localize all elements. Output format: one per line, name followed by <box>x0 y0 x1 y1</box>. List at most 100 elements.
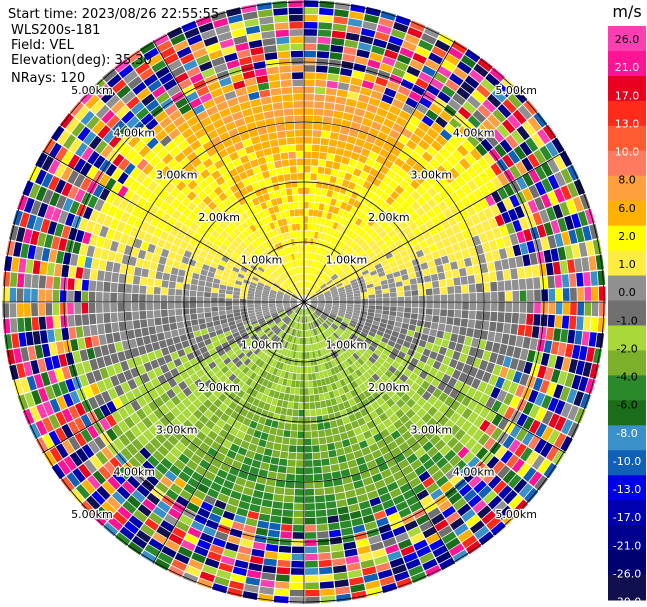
gate-cell <box>362 224 371 233</box>
gate-cell <box>538 263 547 277</box>
gate-cell <box>482 99 497 113</box>
gate-cell <box>373 114 385 125</box>
gate-cell <box>425 288 433 296</box>
gate-cell <box>315 288 321 294</box>
gate-cell <box>350 278 357 284</box>
gate-cell <box>356 260 364 267</box>
gate-cell <box>436 165 448 177</box>
gate-cell <box>397 296 405 302</box>
gate-cell <box>311 158 319 166</box>
gate-cell <box>446 278 454 287</box>
gate-cell <box>382 234 391 243</box>
gate-cell <box>379 165 390 175</box>
gate-cell <box>317 254 322 262</box>
gate-cell <box>496 83 512 98</box>
gate-cell <box>328 284 336 289</box>
gate-cell <box>502 98 517 114</box>
gate-cell <box>309 294 316 299</box>
gate-cell <box>323 109 334 117</box>
gate-cell <box>317 305 325 308</box>
gate-cell <box>309 292 315 298</box>
gate-cell <box>381 259 389 267</box>
gate-cell <box>310 296 317 300</box>
gate-cell <box>505 246 515 258</box>
gate-cell <box>491 302 498 312</box>
gate-cell <box>397 244 406 253</box>
gate-cell <box>450 261 459 270</box>
gate-cell <box>401 162 412 173</box>
gate-cell <box>361 295 368 299</box>
gate-cell <box>333 110 344 119</box>
gate-cell <box>375 226 384 235</box>
gate-cell <box>371 121 382 131</box>
gate-cell <box>304 259 306 266</box>
gate-cell <box>404 33 420 45</box>
gate-cell <box>353 200 361 209</box>
gate-cell <box>433 71 448 84</box>
gate-cell <box>404 290 412 297</box>
gate-cell <box>394 60 409 72</box>
gate-cell <box>344 39 359 49</box>
gate-cell <box>458 126 471 139</box>
gate-cell <box>395 215 404 225</box>
gate-cell <box>362 206 371 215</box>
gate-cell <box>374 187 384 197</box>
gate-cell <box>547 235 557 249</box>
gate-cell <box>327 146 337 154</box>
gate-cell <box>421 151 433 163</box>
gate-cell <box>313 277 318 284</box>
gate-cell <box>560 329 569 343</box>
gate-cell <box>438 33 454 46</box>
gate-cell <box>473 188 484 201</box>
gate-cell <box>545 262 554 276</box>
gate-cell <box>345 204 353 212</box>
gate-cell <box>475 311 483 320</box>
gate-cell <box>345 142 355 152</box>
gate-cell <box>332 294 339 298</box>
gate-cell <box>490 291 498 302</box>
gate-cell <box>381 201 390 211</box>
gate-cell <box>313 253 317 261</box>
gate-cell <box>404 121 417 133</box>
gate-cell <box>532 211 543 226</box>
gate-cell <box>310 166 318 174</box>
gate-cell <box>354 108 366 117</box>
gate-cell <box>354 257 362 264</box>
gate-cell <box>389 220 399 230</box>
gate-cell <box>319 272 325 279</box>
gate-cell <box>388 105 401 116</box>
gate-cell <box>318 263 324 270</box>
gate-cell <box>367 59 381 69</box>
gate-cell <box>408 90 422 102</box>
gate-cell <box>315 79 327 88</box>
gate-cell <box>406 231 416 241</box>
gate-cell <box>368 239 376 248</box>
gate-cell <box>304 65 316 72</box>
gate-cell <box>359 87 372 97</box>
gate-cell <box>324 291 331 296</box>
gate-cell <box>511 279 519 291</box>
gate-cell <box>339 163 348 172</box>
gate-cell <box>309 274 313 282</box>
gate-cell <box>523 100 538 116</box>
gate-cell <box>527 199 539 214</box>
gate-cell <box>480 138 493 152</box>
gate-cell <box>389 292 397 298</box>
gate-cell <box>455 175 466 188</box>
gate-cell <box>378 230 388 239</box>
gate-cell <box>352 254 360 261</box>
gate-cell <box>343 227 351 236</box>
gate-cell <box>391 98 405 110</box>
gate-cell <box>381 211 390 221</box>
gate-cell <box>483 311 491 321</box>
gate-cell <box>447 286 455 294</box>
gate-cell <box>333 230 340 238</box>
gate-cell <box>543 222 554 236</box>
gate-cell <box>332 265 339 272</box>
gate-cell <box>327 73 339 82</box>
gate-cell <box>360 241 368 249</box>
gate-cell <box>319 255 324 263</box>
gate-cell <box>394 185 405 195</box>
gate-cell <box>406 266 415 274</box>
gate-cell <box>384 225 393 234</box>
